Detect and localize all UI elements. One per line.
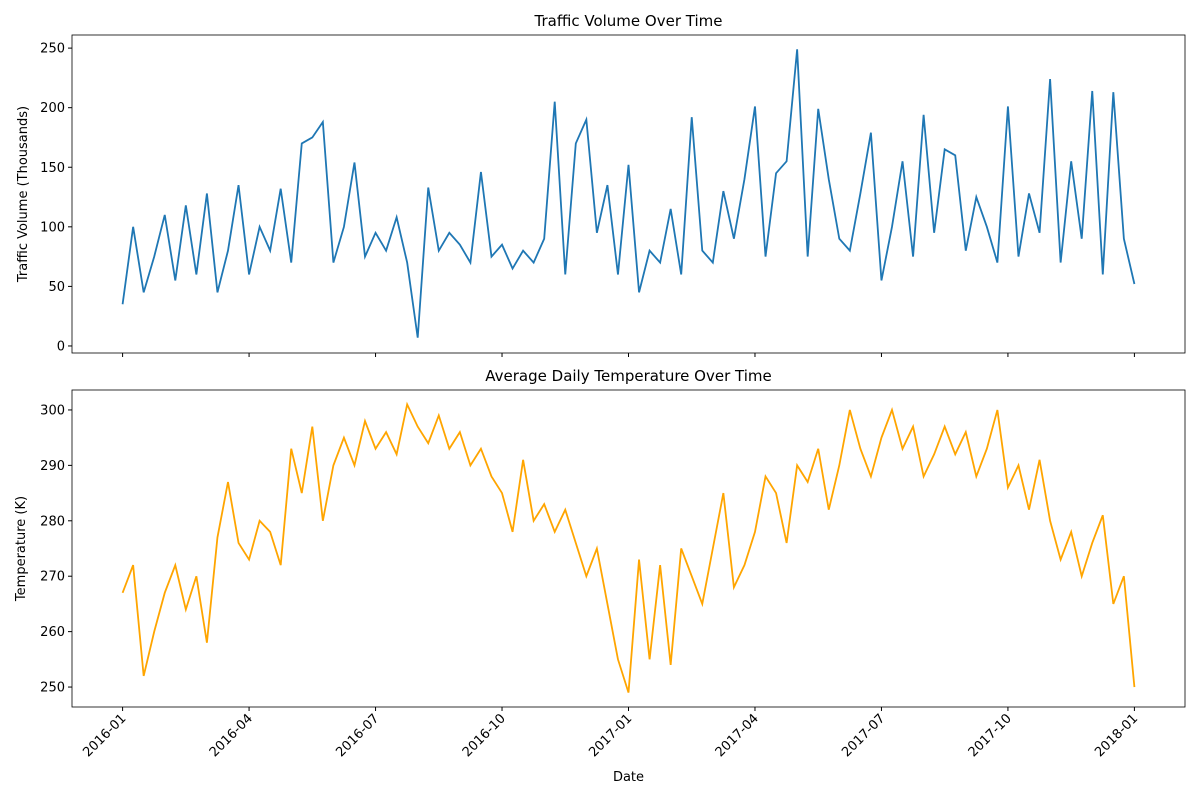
y-tick-label: 280 [40,514,65,529]
x-tick-label: 2016-10 [460,711,509,760]
y-tick-label: 250 [40,681,65,696]
y-tick-label: 290 [40,459,65,474]
line-series [121,401,1136,693]
chart-title: Traffic Volume Over Time [534,12,723,30]
y-tick-label: 50 [48,280,65,295]
x-tick-label: 2017-04 [713,711,762,760]
x-tick-label: 2016-04 [207,711,256,760]
plot-frame [71,34,1186,354]
y-tick-label: 250 [40,42,65,57]
x-tick-label: 2016-07 [333,711,382,760]
x-tick-label: 2017-07 [839,711,888,760]
x-tick-label: 2016-01 [80,711,129,760]
y-tick-label: 100 [40,220,65,235]
y-axis-label: Temperature (K) [14,496,29,602]
line-series [121,49,1136,338]
y-tick-label: 260 [40,625,65,640]
plot-frame [71,389,1186,708]
x-axis-label: Date [613,770,644,785]
y-tick-label: 300 [40,403,65,418]
y-tick-label: 0 [57,339,65,354]
x-tick-label: 2018-01 [1092,711,1141,760]
x-tick-label: 2017-01 [586,711,635,760]
chart-title: Average Daily Temperature Over Time [485,367,771,385]
y-tick-label: 270 [40,570,65,585]
y-tick-label: 200 [40,101,65,116]
x-tick-label: 2017-10 [966,711,1015,760]
y-axis-label: Traffic Volume (Thousands) [16,106,31,283]
y-tick-label: 150 [40,161,65,176]
